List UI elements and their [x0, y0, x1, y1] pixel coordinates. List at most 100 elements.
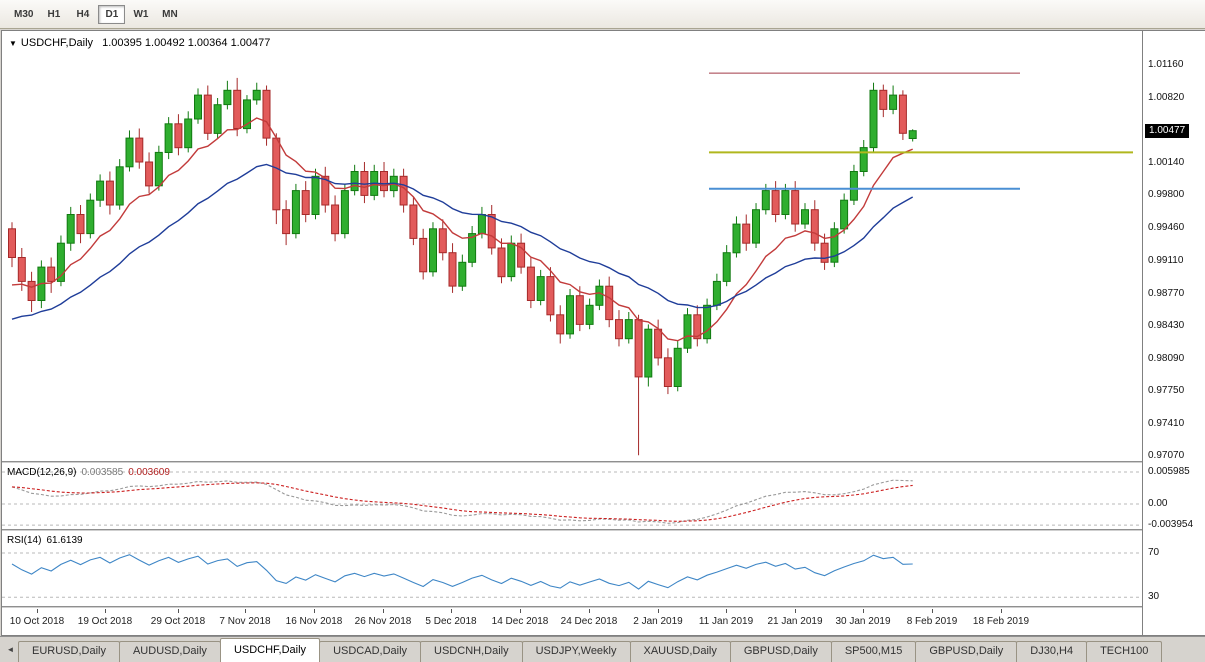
candle	[507, 242, 516, 278]
candle	[536, 276, 545, 302]
chart-symbol-title: USDCHF,Daily	[20, 37, 94, 49]
candle	[468, 233, 477, 263]
date-label: 14 Dec 2018	[491, 616, 549, 627]
candle	[801, 209, 809, 225]
chart-tab-eurusd-daily[interactable]: EURUSD,Daily	[18, 641, 120, 662]
candle	[429, 228, 437, 273]
price-scale-label: 0.98770	[1148, 287, 1185, 299]
price-axis[interactable]: 1.01160 1.00820 1.00140 0.99800 0.99460 0.991…	[1142, 31, 1204, 635]
candle	[27, 280, 36, 301]
time-axis-tick	[105, 609, 106, 613]
candle	[301, 190, 310, 216]
chart-tab-usdcad-daily[interactable]: USDCAD,Daily	[319, 641, 422, 662]
candle	[732, 223, 741, 254]
candle	[76, 214, 85, 235]
chart-tab-usdcnh-daily[interactable]: USDCNH,Daily	[420, 641, 523, 662]
macd-panel-canvas[interactable]	[2, 464, 1142, 529]
candle	[56, 242, 65, 282]
macd-signal-value: 0.003609	[128, 467, 170, 478]
timeframe-button-d1[interactable]: D1	[98, 5, 126, 24]
rsi-panel-canvas[interactable]	[2, 532, 1142, 606]
candle	[791, 190, 800, 225]
macd-scale-label: -0.003954	[1148, 519, 1194, 531]
date-label: 30 Jan 2019	[835, 616, 891, 627]
chart-tab-usdchf-daily[interactable]: USDCHF,Daily	[219, 638, 321, 662]
candle	[115, 166, 124, 206]
date-label: 2 Jan 2019	[633, 616, 683, 627]
price-scale-label: 0.97410	[1148, 417, 1185, 429]
candle	[830, 228, 839, 263]
price-scale-label: 0.98090	[1148, 352, 1185, 364]
candle	[477, 214, 486, 235]
symbol-dropdown-icon[interactable]: ▼	[9, 39, 17, 48]
candle	[585, 304, 594, 325]
candle	[458, 261, 467, 287]
candle	[233, 89, 242, 129]
candle	[556, 314, 565, 335]
candle	[125, 137, 134, 168]
macd-label: MACD(12,26,9) 0.003585 0.003609	[7, 467, 170, 478]
candle	[438, 228, 447, 254]
candle	[497, 247, 506, 278]
candle	[703, 304, 712, 340]
candle	[673, 347, 682, 387]
chart-tab-dj30-h4[interactable]: DJ30,H4	[1016, 641, 1088, 662]
price-scale-label: 1.01160	[1148, 59, 1184, 71]
candle	[889, 94, 898, 110]
tabs-scroll-left-icon[interactable]: ◄	[6, 645, 15, 654]
panel-separator[interactable]	[2, 606, 1203, 608]
time-axis[interactable]: 10 Oct 2018 19 Oct 2018 29 Oct 2018 7 Nov 2…	[2, 609, 1142, 633]
chart-tab-audusd-daily[interactable]: AUDUSD,Daily	[118, 641, 221, 662]
candle	[771, 190, 780, 216]
date-label: 19 Oct 2018	[77, 616, 133, 627]
candle	[105, 180, 114, 206]
candle	[350, 171, 359, 192]
chart-tab-xauusd-daily[interactable]: XAUUSD,Daily	[629, 641, 731, 662]
macd-scale-label: 0.00	[1148, 497, 1168, 509]
candle	[311, 175, 320, 216]
candle	[448, 252, 457, 287]
chart-tab-tech100[interactable]: TECH100	[1086, 641, 1163, 662]
candle	[624, 319, 633, 340]
timeframe-button-m30[interactable]: M30	[9, 5, 38, 24]
candle	[742, 223, 751, 244]
candle	[487, 214, 496, 249]
chart-tab-usdjpy-weekly[interactable]: USDJPY,Weekly	[521, 641, 631, 662]
rsi-name: RSI(14)	[7, 535, 42, 546]
candle	[693, 314, 702, 340]
date-label: 26 Nov 2018	[354, 616, 412, 627]
rsi-scale-label: 70	[1148, 546, 1160, 558]
chart-tab-gbpusd-daily[interactable]: GBPUSD,Daily	[729, 641, 832, 662]
candle	[380, 171, 388, 192]
chart-tab-sp500-m15[interactable]: SP500,M15	[830, 641, 917, 662]
candle	[722, 252, 731, 282]
time-axis-tick	[520, 609, 521, 613]
chart-window: ▼ USDCHF,Daily 1.00395 1.00492 1.00364 1.…	[1, 30, 1205, 636]
candle	[252, 89, 261, 101]
candle	[663, 357, 672, 387]
main-chart-canvas[interactable]	[2, 33, 1142, 461]
timeframe-button-h4[interactable]: H4	[69, 5, 96, 24]
timeframe-button-h1[interactable]: H1	[40, 5, 67, 24]
candle	[761, 190, 770, 211]
panel-separator[interactable]	[2, 529, 1203, 531]
candle	[683, 314, 692, 349]
candle	[86, 199, 95, 235]
timeframe-button-mn[interactable]: MN	[156, 5, 183, 24]
candle	[898, 94, 907, 134]
panel-separator[interactable]	[2, 461, 1203, 463]
chart-tab-gbpusd-daily[interactable]: GBPUSD,Daily	[915, 641, 1018, 662]
candle	[66, 214, 75, 244]
rsi-scale-label: 30	[1148, 591, 1160, 603]
price-scale-label: 1.00820	[1148, 91, 1185, 103]
candle	[174, 123, 183, 149]
timeframe-button-w1[interactable]: W1	[127, 5, 154, 24]
time-axis-tick	[658, 609, 659, 613]
candle	[8, 228, 16, 259]
price-scale-label: 1.00140	[1148, 156, 1185, 168]
date-label: 21 Jan 2019	[767, 616, 823, 627]
timeframe-toolbar: M30 H1 H4 D1 W1 MN	[0, 0, 1205, 29]
candle	[262, 89, 271, 139]
candle	[340, 190, 349, 235]
candle	[859, 147, 868, 172]
